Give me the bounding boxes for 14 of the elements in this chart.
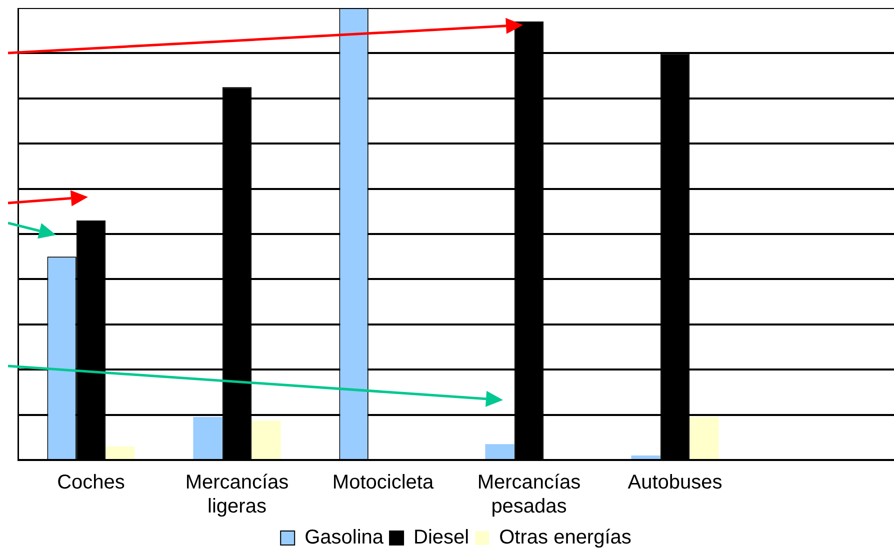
x-tick-label: Motocicleta (332, 472, 434, 494)
bar (485, 444, 514, 459)
legend-label: Gasolina (304, 526, 384, 549)
bar (631, 455, 660, 459)
x-tick-label: Autobuses (628, 472, 722, 494)
bar (690, 417, 719, 459)
x-tick-label: Mercancías pesadas (477, 472, 581, 518)
legend-label: Diesel (414, 526, 470, 549)
x-tick-label: Mercancías ligeras (185, 472, 289, 518)
x-tick-label: Coches (57, 472, 125, 494)
bar (252, 420, 281, 459)
bar (193, 417, 222, 459)
legend-label: Otras energías (499, 526, 632, 549)
bar (106, 446, 135, 459)
